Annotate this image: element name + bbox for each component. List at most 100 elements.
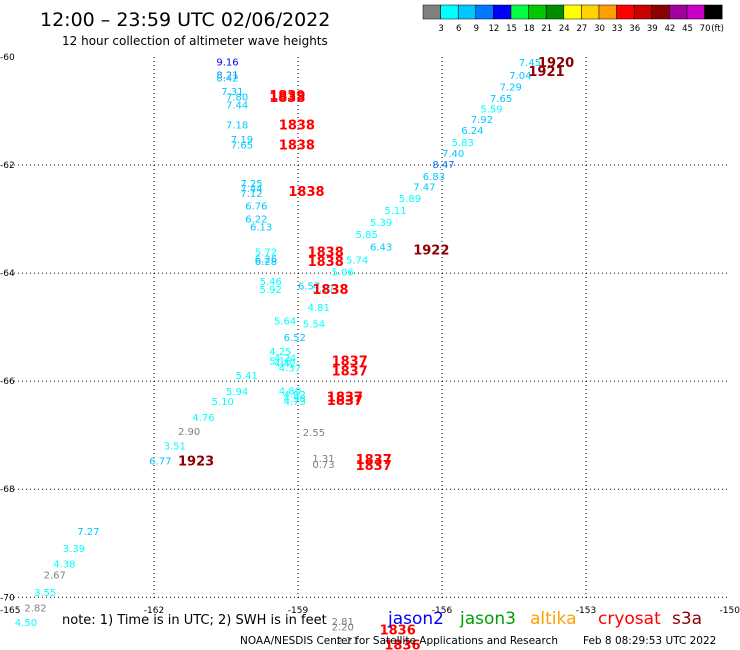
wave-height-label: 5.11 (384, 206, 406, 217)
wave-height-label: 4.24 (274, 353, 296, 364)
wave-height-label: 5.59 (480, 104, 502, 115)
legend-bin-label: 39 (647, 24, 658, 34)
wave-height-label: 5.06 (332, 267, 354, 278)
wave-height-label: 5.94 (226, 387, 248, 398)
legend-swatch (457, 4, 477, 20)
wave-height-label: 6.76 (245, 202, 267, 213)
wave-height-label: 5.83 (452, 138, 474, 149)
wave-height-label: 3.39 (63, 544, 85, 555)
wave-height-label: 7.19 (231, 135, 253, 146)
legend-bin-label: 21 (541, 24, 552, 34)
pass-time-label: 1837 (327, 394, 363, 409)
wave-height-label: 2.90 (178, 427, 200, 438)
wave-height-label: 9.16 (216, 57, 238, 68)
legend-bin-label: 12 (488, 24, 499, 34)
wave-height-label: 4.38 (53, 559, 75, 570)
legend-bin-label: 70 (700, 24, 711, 34)
legend-swatch (581, 4, 600, 20)
wave-height-label: 5.16 (269, 357, 291, 368)
legend-bin-label: 33 (612, 24, 623, 34)
wave-height-label: 4.76 (192, 413, 214, 424)
pass-time-label: 1836 (384, 638, 420, 650)
legend-swatch (440, 4, 459, 20)
wave-height-label: 3.55 (34, 588, 56, 599)
wave-height-label: 4.25 (269, 347, 291, 358)
pass-time-label: 1837 (332, 364, 368, 379)
legend-swatch (598, 4, 617, 20)
legend-bin-label: 45 (682, 24, 693, 34)
wave-height-label: 6.77 (149, 457, 171, 468)
wave-height-label: 6.26 (255, 255, 277, 266)
pass-time-label: 1838 (269, 91, 305, 106)
wave-height-label: 7.80 (226, 92, 248, 103)
legend-swatch (651, 4, 670, 20)
wave-height-label: 7.40 (442, 149, 464, 160)
chart-subtitle: 12 hour collection of altimeter wave hei… (62, 34, 328, 48)
legend-swatch (510, 4, 529, 20)
wave-height-label: 4.73 (284, 397, 306, 408)
legend-swatch (633, 4, 653, 20)
legend-swatch (563, 4, 582, 20)
wave-height-label: 7.47 (413, 183, 435, 194)
chart-title: 12:00 – 23:59 UTC 02/06/2022 (40, 9, 330, 31)
legend-swatch (545, 4, 565, 20)
wave-height-label: 0.73 (312, 460, 334, 471)
legend-swatch (686, 4, 705, 20)
satellite-legend: jason2 jason3 altika cryosat s3a (387, 609, 702, 629)
pass-time-label: 1839 (269, 89, 305, 104)
wave-height-label: 7.31 (221, 87, 243, 98)
grid-lines (10, 57, 730, 600)
x-tick-label: -156 (432, 606, 453, 616)
legend-swatch (475, 4, 494, 20)
wave-height-label: 1.31 (312, 454, 334, 465)
wave-height-label: 5.85 (356, 230, 378, 241)
wave-height-label: 7.27 (77, 527, 99, 538)
wave-height-label: 7.92 (471, 115, 493, 126)
x-tick-label: -153 (576, 606, 596, 616)
wave-height-label: 5.72 (255, 248, 277, 259)
x-tick-label: -150 (720, 606, 740, 616)
satellite-cryosat: cryosat (598, 609, 661, 629)
wave-height-label: 6.24 (461, 126, 483, 137)
wave-height-label: 5.54 (303, 319, 325, 330)
legend-bin-label: 42 (664, 24, 675, 34)
wave-height-label: 6.52 (284, 333, 306, 344)
satellite-jason3: jason3 (459, 609, 516, 629)
wave-height-label: 6.28 (255, 257, 277, 268)
wave-height-label: 5.17 (312, 284, 334, 295)
wave-height-label: 4.92 (284, 390, 306, 401)
wave-height-label: 2.55 (303, 428, 325, 439)
legend-bin-label: 36 (629, 24, 640, 34)
pass-times: 1920192118391838183818381838183818381838… (178, 56, 574, 650)
wave-height-label: 6.83 (423, 172, 445, 183)
wave-height-label: 7.45 (519, 58, 541, 69)
wave-height-label: 7.18 (226, 121, 248, 132)
x-tick-label: -159 (288, 606, 309, 616)
axis-ticks: -165 -162 -159 -156 -153 -150 -60 -62 -64 -66 -68 -… (0, 53, 740, 616)
wave-height-label: 7.12 (240, 189, 262, 200)
pass-time-label: 1837 (332, 355, 368, 370)
legend-swatch (704, 4, 723, 20)
wave-height-label: 8.42 (216, 74, 238, 85)
legend-swatch (528, 4, 547, 20)
y-tick-label: -70 (0, 593, 15, 603)
pass-time-label: 1838 (288, 185, 324, 200)
legend-bin-label: 27 (576, 24, 587, 34)
footer-credit: NOAA/NESDIS Center for Satellite Applica… (240, 635, 558, 647)
wave-height-label: 8.47 (432, 160, 454, 171)
footer-note: note: 1) Time is in UTC; 2) SWH is in fe… (62, 613, 327, 628)
legend-swatch (669, 4, 688, 20)
y-tick-label: -64 (0, 269, 15, 279)
wave-height-label: 4.98 (284, 394, 306, 405)
y-tick-label: -66 (0, 377, 15, 387)
pass-time-label: 1923 (178, 455, 214, 470)
wave-height-label: 5.64 (274, 317, 296, 328)
legend-bin-label: 18 (524, 24, 535, 34)
satellite-s3a: s3a (672, 609, 702, 629)
wave-height-label: 5.46 (260, 277, 282, 288)
wave-height-label: 7.44 (226, 101, 248, 112)
legend-bin-label: 6 (456, 24, 461, 34)
wave-height-label: 5.74 (346, 256, 368, 267)
wave-height-label: 7.44 (240, 184, 262, 195)
wave-height-label: 6.22 (245, 215, 267, 226)
